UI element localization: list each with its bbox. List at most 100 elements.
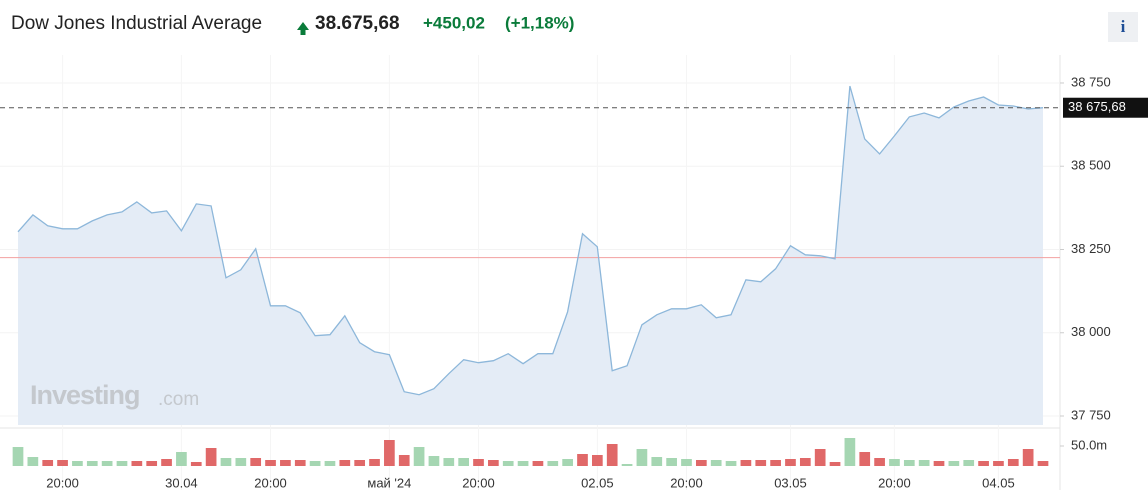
volume-bar [592, 455, 603, 466]
volume-bar [710, 460, 722, 466]
x-tick-label: 20:00 [254, 475, 287, 490]
volume-bar [695, 460, 707, 466]
volume-bar [948, 461, 960, 466]
volume-bar [176, 452, 187, 466]
volume-bar [473, 459, 484, 466]
x-tick-label: 20:00 [878, 475, 911, 490]
volume-bar [116, 461, 128, 466]
price-change-pct: (+1,18%) [505, 13, 574, 32]
volume-bar [562, 459, 573, 466]
volume-bar [740, 460, 752, 466]
x-tick-label: 04.05 [982, 475, 1015, 490]
volume-bar [101, 461, 113, 466]
volume-bar [636, 449, 648, 466]
plot-area: 37 750 38 000 38 250 38 500 38 750 20:00 30.04… [0, 55, 1148, 490]
volume-bar [755, 460, 767, 466]
instrument-title: Dow Jones Industrial Average [11, 13, 262, 34]
volume-bar [993, 461, 1004, 466]
volume-bar [874, 458, 885, 466]
volume-bar [86, 461, 98, 466]
volume-bar [354, 460, 366, 466]
volume-bar [384, 440, 395, 466]
volume-bar [443, 458, 455, 466]
x-tick-label: 20:00 [46, 475, 79, 490]
last-price-box [1063, 97, 1148, 118]
up-arrow [297, 22, 309, 35]
volume-bar [57, 460, 68, 466]
volume-bar [27, 457, 39, 466]
y-tick-label: 38 000 [1071, 324, 1111, 339]
volume-bar [681, 459, 692, 466]
price-line [17, 85, 1044, 396]
x-tick-label: 20:00 [670, 475, 703, 490]
volume-bar [413, 447, 425, 466]
volume-bar [309, 461, 321, 466]
volume-bar [42, 460, 54, 466]
volume-bar [918, 460, 930, 466]
volume-bar [235, 458, 247, 466]
x-tick-label: 20:00 [462, 475, 495, 490]
volume-bar [502, 461, 514, 466]
volume-bar [250, 458, 262, 466]
volume-bar [725, 461, 737, 466]
volume-bar [903, 460, 915, 466]
volume-bar [785, 459, 796, 466]
volume-bar [889, 459, 900, 466]
price-change: +450,02 [423, 13, 485, 32]
volume-bar [265, 460, 276, 466]
volume-bar [324, 461, 336, 466]
volume-bar [12, 447, 24, 466]
volume-bar [577, 454, 588, 466]
volume-bar [146, 461, 158, 466]
volume-bar [666, 458, 677, 466]
volume-bar [205, 448, 217, 466]
price-area [18, 86, 1043, 425]
volume-bar [369, 459, 380, 466]
volume-bar [933, 461, 945, 466]
watermark-suffix: .com [158, 389, 199, 410]
volume-bar [517, 461, 529, 466]
volume-bar [458, 458, 469, 466]
y-tick-label: 38 750 [1071, 74, 1111, 89]
volume-bar [547, 461, 559, 466]
volume-bar [829, 462, 841, 466]
volume-bar [220, 458, 232, 466]
x-tick-label: 03.05 [774, 475, 807, 490]
x-tick-label: 02.05 [581, 475, 614, 490]
last-price: 38.675,68 [315, 13, 400, 34]
volume-bar [859, 452, 871, 466]
volume-bar [280, 460, 291, 466]
last-price-label: 38 675,68 [1068, 99, 1126, 114]
y-tick-label: 38 500 [1071, 158, 1111, 173]
volume-bar [1037, 461, 1049, 466]
volume-bar [294, 460, 306, 466]
watermark-brand: Investing [30, 380, 140, 410]
volume-bar [398, 455, 410, 466]
volume-bar [963, 460, 975, 466]
volume-bar [814, 449, 826, 466]
volume-bar [488, 460, 499, 466]
volume-bar [621, 464, 633, 466]
y-tick-label: 50.0m [1071, 437, 1107, 452]
x-tick-label: 30.04 [165, 475, 198, 490]
volume-bar [131, 461, 143, 466]
volume-bar [770, 460, 781, 466]
volume-bar [799, 458, 811, 466]
info-icon[interactable]: i [1121, 17, 1126, 36]
volume-bar [844, 438, 856, 466]
y-tick-label: 37 750 [1071, 407, 1111, 422]
volume-bar [606, 444, 618, 466]
volume-bar [651, 457, 663, 466]
volume-bar [1022, 449, 1034, 466]
info-button[interactable] [1108, 12, 1138, 42]
y-tick-label: 38 250 [1071, 241, 1111, 256]
x-tick-label: май '24 [367, 475, 411, 490]
volume-bar [339, 460, 351, 466]
volume-bar [190, 462, 202, 466]
volume-bar [161, 459, 172, 466]
volume-bar [72, 461, 83, 466]
volume-bar [978, 461, 989, 466]
volume-bar [428, 456, 440, 466]
